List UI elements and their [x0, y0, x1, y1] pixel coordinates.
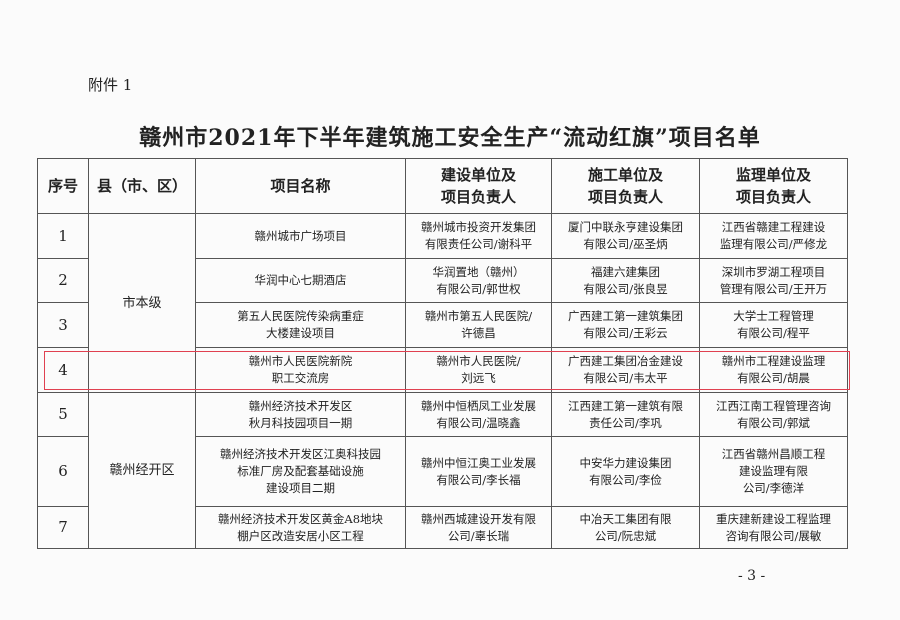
project-cell: 赣州经济技术开发区黄金A8地块 棚户区改造安居小区工程	[195, 506, 406, 549]
project-cell: 赣州经济技术开发区江奥科技园 标准厂房及配套基础设施 建设项目二期	[195, 436, 406, 507]
project-cell: 赣州经济技术开发区 秋月科技园项目一期	[195, 392, 406, 437]
builder-cell: 福建六建集团 有限公司/张良昱	[551, 258, 700, 303]
supervisor-cell: 赣州市工程建设监理 有限公司/胡晨	[699, 347, 848, 393]
table-row: 5 赣州经开区 赣州经济技术开发区 秋月科技园项目一期 赣州中恒栖凤工业发展 有…	[37, 392, 848, 549]
header-seq: 序号	[37, 158, 89, 214]
owner-cell: 赣州市人民医院/ 刘远飞	[405, 347, 552, 393]
owner-cell: 赣州西城建设开发有限 公司/辜长瑞	[405, 506, 552, 549]
builder-cell: 广西建工集团冶金建设 有限公司/韦太平	[551, 347, 700, 393]
seq-cell: 3	[37, 302, 89, 348]
seq-cell: 5	[37, 392, 89, 437]
header-owner: 建设单位及 项目负责人	[405, 158, 552, 214]
document-title: 赣州市2021年下半年建筑施工安全生产“流动红旗”项目名单	[139, 125, 761, 151]
header-supervisor: 监理单位及 项目负责人	[699, 158, 848, 214]
owner-cell: 赣州城市投资开发集团 有限责任公司/谢科平	[405, 213, 552, 259]
header-row: 序号 县（市、区） 项目名称 建设单位及 项目负责人 施工单位及 项目负责人 监…	[37, 158, 848, 214]
seq-cell: 4	[37, 347, 89, 393]
owner-cell: 华润置地（赣州） 有限公司/郭世权	[405, 258, 552, 303]
seq-cell: 7	[37, 506, 89, 549]
supervisor-cell: 重庆建新建设工程监理 咨询有限公司/展敏	[699, 506, 848, 549]
project-cell: 华润中心七期酒店	[195, 258, 406, 303]
table-row: 1 市本级 赣州城市广场项目 赣州城市投资开发集团 有限责任公司/谢科平 厦门中…	[37, 213, 848, 393]
header-builder: 施工单位及 项目负责人	[551, 158, 700, 214]
header-project: 项目名称	[195, 158, 406, 214]
builder-cell: 厦门中联永亨建设集团 有限公司/巫圣炳	[551, 213, 700, 259]
supervisor-cell: 深圳市罗湖工程项目 管理有限公司/王开万	[699, 258, 848, 303]
seq-cell: 1	[37, 213, 89, 259]
supervisor-cell: 大学士工程管理 有限公司/程平	[699, 302, 848, 348]
seq-cell: 6	[37, 436, 89, 507]
project-table: 序号 县（市、区） 项目名称 建设单位及 项目负责人 施工单位及 项目负责人 监…	[37, 158, 848, 549]
district-cell: 赣州经开区	[88, 392, 196, 549]
builder-cell: 中冶天工集团有限 公司/阮忠斌	[551, 506, 700, 549]
page-number: - 3 -	[738, 568, 766, 584]
project-cell: 赣州城市广场项目	[195, 213, 406, 259]
supervisor-cell: 江西省赣建工程建设 监理有限公司/严修龙	[699, 213, 848, 259]
attachment-label: 附件 1	[88, 76, 133, 94]
seq-cell: 2	[37, 258, 89, 303]
header-district: 县（市、区）	[88, 158, 196, 214]
table-row: 2 华润中心七期酒店 华润置地（赣州） 有限公司/郭世权 福建六建集团 有限公司…	[37, 258, 848, 303]
owner-cell: 赣州中恒栖凤工业发展 有限公司/温晓鑫	[405, 392, 552, 437]
owner-cell: 赣州市第五人民医院/ 许德昌	[405, 302, 552, 348]
project-cell: 第五人民医院传染病重症 大楼建设项目	[195, 302, 406, 348]
table-row: 7 赣州经济技术开发区黄金A8地块 棚户区改造安居小区工程 赣州西城建设开发有限…	[37, 506, 848, 549]
project-cell: 赣州市人民医院新院 职工交流房	[195, 347, 406, 393]
district-cell: 市本级	[88, 213, 196, 393]
builder-cell: 广西建工第一建筑集团 有限公司/王彩云	[551, 302, 700, 348]
supervisor-cell: 江西省赣州昌顺工程 建设监理有限 公司/李德洋	[699, 436, 848, 507]
owner-cell: 赣州中恒江奥工业发展 有限公司/李长福	[405, 436, 552, 507]
builder-cell: 江西建工第一建筑有限 责任公司/李巩	[551, 392, 700, 437]
builder-cell: 中安华力建设集团 有限公司/李俭	[551, 436, 700, 507]
supervisor-cell: 江西江南工程管理咨询 有限公司/郭斌	[699, 392, 848, 437]
